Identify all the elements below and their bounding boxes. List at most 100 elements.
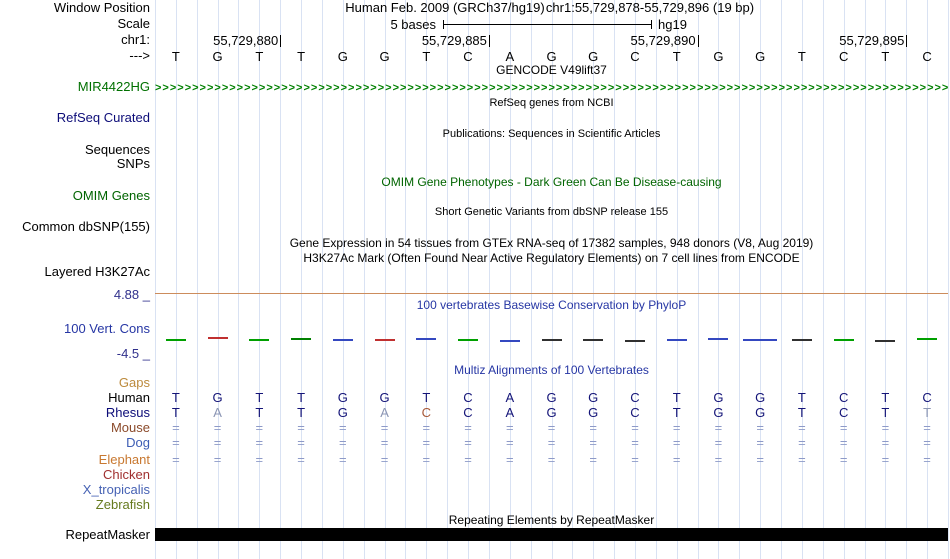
alignment-base: T: [923, 405, 932, 420]
window-position-label: chr1:55,729,878-55,729,896 (19 bp): [545, 0, 755, 15]
phylop-mark: [165, 339, 186, 341]
gtex-title[interactable]: Gene Expression in 54 tissues from GTEx …: [289, 236, 814, 250]
reference-base: A: [505, 49, 515, 64]
phylop-mark: [833, 339, 854, 341]
gridline: [572, 0, 574, 559]
gridline: [948, 0, 949, 559]
phylop-mark: [291, 338, 312, 340]
track-display-area[interactable]: Human Feb. 2009 (GRCh37/hg19) chr1:55,72…: [155, 0, 949, 559]
h3k27ac-title[interactable]: H3K27Ac Mark (Often Found Near Active Re…: [303, 251, 800, 265]
reference-base: G: [337, 49, 348, 64]
gridline: [155, 0, 156, 559]
alignment-gap: =: [339, 452, 347, 467]
phylop-mark: [666, 339, 687, 341]
alignment-base: G: [546, 390, 557, 405]
alignment-gap: =: [422, 452, 431, 467]
alignment-gap: =: [839, 435, 848, 450]
track-label-sequences[interactable]: Sequences: [84, 142, 150, 157]
dbsnp-title[interactable]: Short Genetic Variants from dbSNP releas…: [434, 206, 669, 218]
alignment-base: T: [171, 390, 180, 405]
species-label-zebrafish[interactable]: Zebrafish: [95, 497, 150, 512]
alignment-gap: =: [213, 420, 222, 435]
alignment-gap: =: [339, 435, 347, 450]
species-label-chicken[interactable]: Chicken: [103, 467, 150, 482]
species-label-human[interactable]: Human: [108, 390, 150, 405]
alignment-gap: =: [756, 452, 764, 467]
track-label-refseq-curated[interactable]: RefSeq Curated: [56, 110, 150, 125]
alignment-base: A: [505, 405, 515, 420]
alignment-base: C: [922, 390, 932, 405]
gridline: [301, 0, 303, 559]
track-label-gene-mir4422hg[interactable]: MIR4422HG: [77, 79, 150, 94]
track-label-snps[interactable]: SNPs: [116, 156, 150, 171]
alignment-gap: =: [172, 452, 180, 467]
phylop-mark: [249, 339, 270, 341]
reference-base: T: [297, 49, 306, 64]
repeatmasker-title[interactable]: Repeating Elements by RepeatMasker: [448, 513, 655, 527]
species-label-gaps[interactable]: Gaps: [118, 375, 150, 390]
alignment-gap: =: [380, 452, 389, 467]
phylop-mark: [917, 338, 938, 340]
alignment-gap: =: [547, 420, 556, 435]
gridline: [259, 0, 261, 559]
coordinate-tick: [697, 35, 699, 47]
gridline: [718, 0, 720, 559]
alignment-base: G: [588, 405, 599, 420]
omim-title[interactable]: OMIM Gene Phenotypes - Dark Green Can Be…: [381, 175, 722, 189]
species-label-rhesus[interactable]: Rhesus: [105, 405, 150, 420]
alignment-base: C: [630, 390, 640, 405]
gridline: [927, 0, 929, 559]
alignment-gap: =: [631, 435, 639, 450]
alignment-gap: =: [172, 420, 180, 435]
gridline: [405, 0, 407, 559]
alignment-gap: =: [589, 420, 597, 435]
track-label-vert-cons[interactable]: 100 Vert. Cons: [64, 321, 150, 336]
track-label-cons-max-value: 4.88 _: [113, 287, 150, 302]
alignment-base: G: [713, 405, 724, 420]
alignment-gap: =: [714, 452, 723, 467]
multiz-title[interactable]: Multiz Alignments of 100 Vertebrates: [454, 363, 649, 377]
gridline: [801, 0, 803, 559]
phylop-title[interactable]: 100 vertebrates Basewise Conservation by…: [416, 298, 687, 312]
phylop-mark: [541, 339, 562, 341]
species-label-mouse[interactable]: Mouse: [110, 420, 150, 435]
track-label-column: Window Position Scale chr1: ---> MIR4422HG Re…: [0, 0, 152, 559]
track-label-layered-h3k27ac[interactable]: Layered H3K27Ac: [44, 264, 150, 279]
alignment-gap: =: [255, 452, 264, 467]
publications-title[interactable]: Publications: Sequences in Scientific Ar…: [442, 128, 661, 140]
alignment-base: T: [672, 390, 681, 405]
gridline: [426, 0, 428, 559]
gridline: [217, 0, 219, 559]
alignment-gap: =: [255, 420, 264, 435]
alignment-base: C: [630, 405, 640, 420]
gridline: [363, 0, 365, 559]
track-label-common-dbsnp[interactable]: Common dbSNP(155): [22, 219, 150, 234]
gridline: [551, 0, 553, 559]
alignment-base: G: [337, 405, 348, 420]
repeatmasker-element[interactable]: [155, 528, 948, 541]
gridline: [593, 0, 595, 559]
species-label-x_tropicalis[interactable]: X_tropicalis: [82, 482, 150, 497]
reference-base: G: [713, 49, 724, 64]
track-label-omim-genes[interactable]: OMIM Genes: [72, 188, 150, 203]
alignment-base: G: [212, 390, 223, 405]
alignment-base: T: [797, 390, 806, 405]
gencode-title[interactable]: GENCODE V49lift37: [496, 63, 607, 77]
alignment-base: A: [380, 405, 389, 420]
alignment-gap: =: [923, 452, 931, 467]
track-label-repeatmasker[interactable]: RepeatMasker: [65, 527, 150, 542]
alignment-gap: =: [798, 452, 806, 467]
alignment-base: G: [337, 390, 348, 405]
alignment-gap: =: [839, 420, 848, 435]
gridline: [760, 0, 762, 559]
alignment-gap: =: [672, 452, 681, 467]
assembly-short-label: hg19: [658, 17, 687, 32]
species-label-elephant[interactable]: Elephant: [98, 452, 150, 467]
alignment-base: T: [255, 390, 264, 405]
refseq-title[interactable]: RefSeq genes from NCBI: [489, 97, 614, 109]
reference-base: C: [922, 49, 932, 64]
alignment-base: C: [421, 405, 431, 420]
alignment-gap: =: [464, 452, 472, 467]
gene-direction-arrows[interactable]: >>>>>>>>>>>>>>>>>>>>>>>>>>>>>>>>>>>>>>>>…: [155, 82, 948, 94]
species-label-dog[interactable]: Dog: [126, 435, 150, 450]
